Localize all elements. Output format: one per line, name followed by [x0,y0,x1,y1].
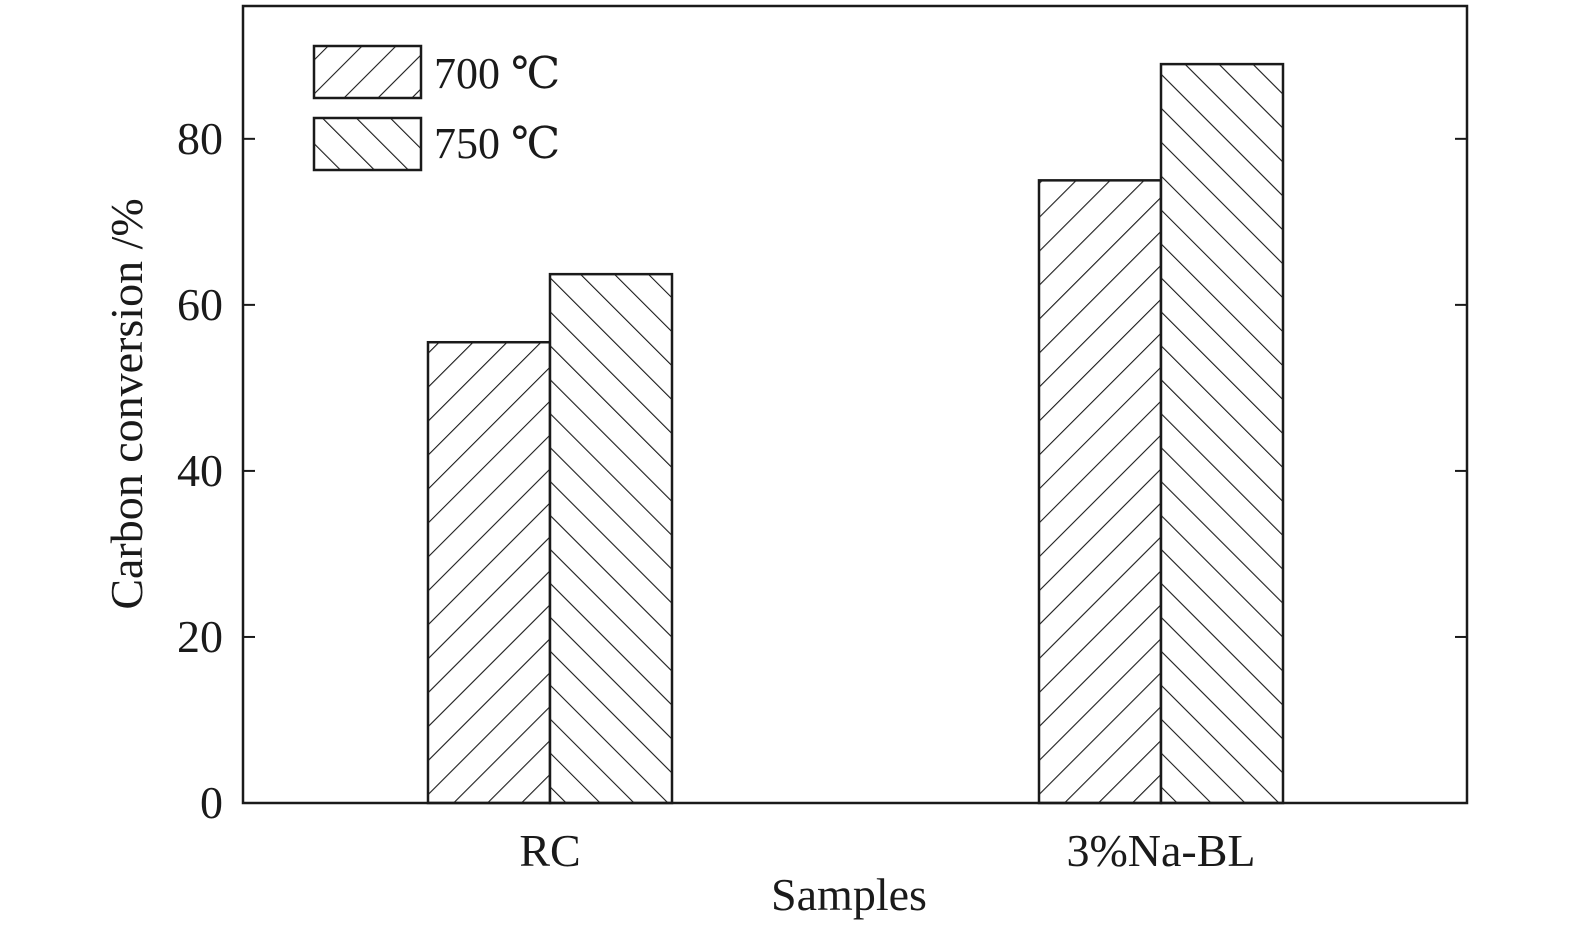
y-tick-label: 0 [200,777,223,828]
axes-layer [241,4,1469,805]
y-tick-label: 60 [177,279,223,330]
legend: 700 ℃ 750 ℃ [312,44,560,172]
bars-layer [426,62,1285,805]
bar-3nabl-0 [1037,179,1163,805]
legend-label-750: 750 ℃ [434,119,560,168]
y-axis-title: Carbon conversion /% [101,198,152,609]
bar-rc-1 [548,272,674,805]
y-tick-label: 40 [177,445,223,496]
legend-swatch-750 [312,116,423,172]
labels-layer: RC 3%Na-BL 0 20 40 60 80 [177,113,1256,876]
x-axis-title: Samples [771,869,927,920]
x-tick-label: 3%Na-BL [1066,825,1255,876]
x-tick-label: RC [519,825,580,876]
legend-label-700: 700 ℃ [434,49,560,98]
bar-rc-0 [426,340,552,805]
y-tick-label: 80 [177,113,223,164]
legend-swatch-700 [312,44,423,100]
bar-3nabl-1 [1159,62,1285,805]
y-tick-label: 20 [177,611,223,662]
plot-frame [241,4,1469,805]
